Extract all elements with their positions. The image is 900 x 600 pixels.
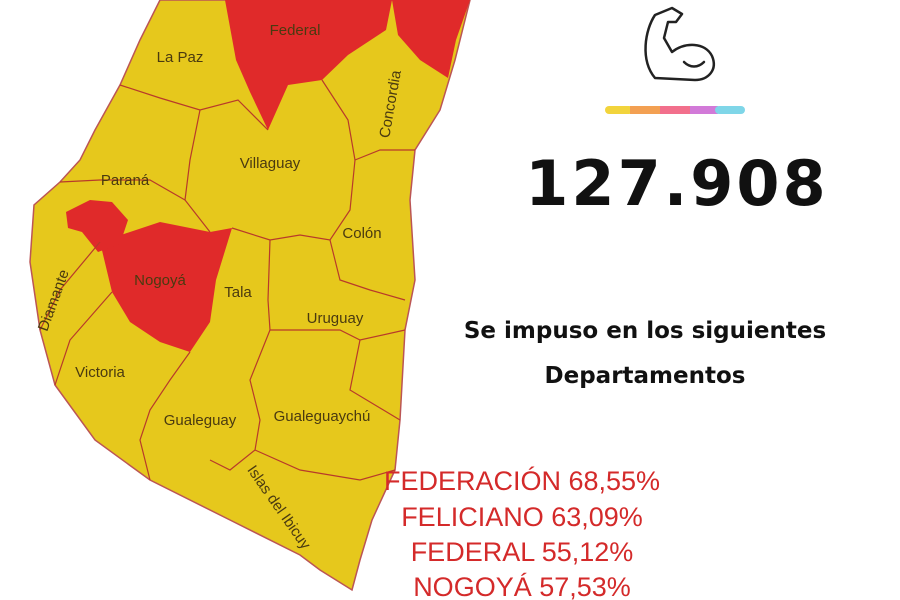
department-label: Uruguay: [307, 310, 364, 327]
bar-segment: [690, 106, 718, 114]
borders: [39, 79, 415, 481]
department-label: Victoria: [75, 364, 125, 381]
color-bar: [605, 106, 745, 114]
result: FEDERACIÓN 68,55%: [384, 465, 660, 496]
result: NOGOYÁ 57,53%: [413, 572, 631, 600]
nogoya-blob: [66, 200, 128, 252]
department-label: Colón: [342, 225, 381, 242]
result: FEDERAL 55,12%: [411, 537, 634, 567]
heading-line: Se impuso en los siguientes: [464, 318, 826, 344]
department-label: Paraná: [101, 172, 150, 189]
result: FELICIANO 63,09%: [401, 502, 643, 532]
strength-icon: [644, 6, 715, 82]
bar-segment: [660, 106, 690, 114]
nogoya-region: [100, 222, 232, 352]
bar-segment: [630, 106, 660, 114]
department-label: Villaguay: [240, 155, 301, 172]
bar-segment: [605, 106, 633, 114]
department-label: Gualeguaychú: [274, 408, 371, 425]
department-label: Gualeguay: [164, 412, 237, 429]
department-label: La Paz: [157, 49, 204, 66]
province: [29, 0, 471, 592]
heading-line: Departamentos: [545, 363, 746, 389]
department-label: Tala: [224, 284, 252, 301]
total-votes: 127.908: [525, 147, 828, 220]
bar-segment: [715, 106, 745, 114]
department-label: Federal: [270, 22, 321, 39]
department-label: Nogoyá: [134, 272, 186, 289]
federacion-region: [392, 0, 470, 78]
federal-region: [225, 0, 392, 130]
